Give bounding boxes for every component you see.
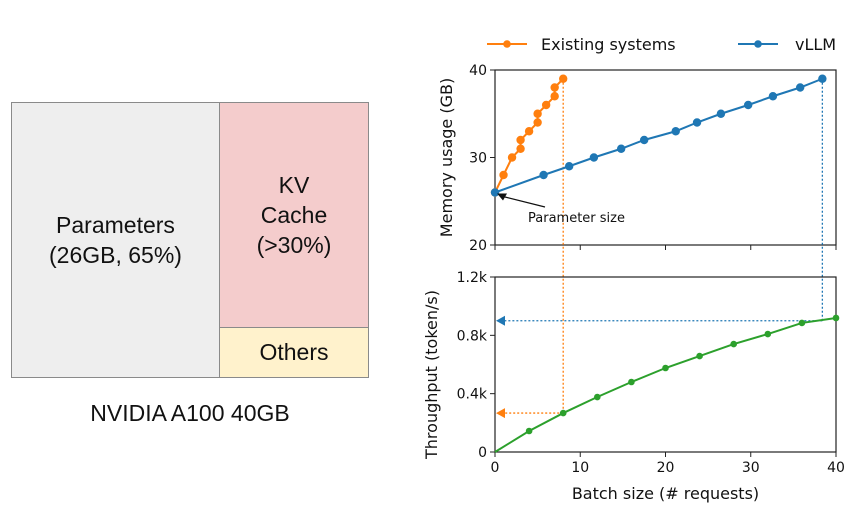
data-point	[617, 145, 625, 153]
data-point	[526, 428, 533, 435]
data-point	[796, 83, 804, 91]
x-tick-label: 30	[742, 460, 760, 476]
data-point	[533, 110, 541, 118]
x-tick-label: 20	[657, 460, 675, 476]
data-point	[769, 92, 777, 100]
data-point	[594, 394, 601, 401]
data-point	[565, 162, 573, 170]
annotation-text: Parameter size	[528, 211, 625, 226]
data-point	[628, 379, 635, 386]
legend: Existing systems vLLM	[487, 35, 836, 54]
data-point	[765, 331, 772, 338]
data-point	[672, 127, 680, 135]
y-tick-label: 30	[469, 151, 487, 167]
data-point	[516, 145, 524, 153]
data-point	[559, 75, 567, 83]
y-axis-label: Memory usage (GB)	[437, 78, 456, 237]
x-axis-label: Batch size (# requests)	[572, 484, 759, 503]
data-point	[550, 92, 558, 100]
legend-label: vLLM	[795, 35, 836, 54]
throughput-line	[495, 318, 836, 452]
reference-arrow-icon	[496, 316, 505, 326]
legend-marker-icon	[503, 40, 511, 48]
y-tick-label: 0.4k	[457, 387, 488, 403]
bottom-plot-frame	[495, 277, 836, 452]
data-point	[499, 171, 507, 179]
annotation-arrow-line	[503, 197, 545, 208]
y-axis-label: Throughput (token/s)	[422, 290, 441, 460]
data-point	[818, 75, 826, 83]
data-point	[662, 365, 669, 372]
data-point	[539, 171, 547, 179]
x-tick-label: 0	[491, 460, 500, 476]
throughput-chart: 0 0.4k 0.8k 1.2k 0 10 20 30 40 Batch size (# requ…	[422, 270, 845, 503]
data-point	[833, 315, 840, 322]
data-point	[799, 320, 806, 327]
y-tick-label: 0	[478, 445, 487, 461]
y-tick-label: 40	[469, 63, 487, 79]
data-point	[640, 136, 648, 144]
reference-arrow-icon	[496, 408, 505, 418]
data-point	[560, 410, 567, 417]
data-point	[730, 341, 737, 348]
data-point	[693, 118, 701, 126]
data-point	[542, 101, 550, 109]
data-point	[516, 136, 524, 144]
data-point	[717, 110, 725, 118]
data-point	[590, 153, 598, 161]
memory-usage-chart: 20 30 40 Memory usage (GB) Parameter size	[437, 63, 836, 413]
legend-label: Existing systems	[541, 35, 676, 54]
data-point	[550, 83, 558, 91]
legend-marker-icon	[754, 40, 762, 48]
y-tick-label: 0.8k	[457, 328, 488, 344]
y-tick-label: 1.2k	[457, 270, 488, 286]
x-tick-label: 10	[571, 460, 589, 476]
data-point	[508, 153, 516, 161]
y-tick-label: 20	[469, 238, 487, 254]
data-point	[696, 353, 703, 360]
data-point	[744, 101, 752, 109]
charts: 203040Memory usage (GB)Parameter size 00…	[0, 0, 863, 519]
data-point	[525, 127, 533, 135]
x-tick-label: 40	[827, 460, 845, 476]
data-point	[533, 118, 541, 126]
data-point	[491, 188, 499, 196]
